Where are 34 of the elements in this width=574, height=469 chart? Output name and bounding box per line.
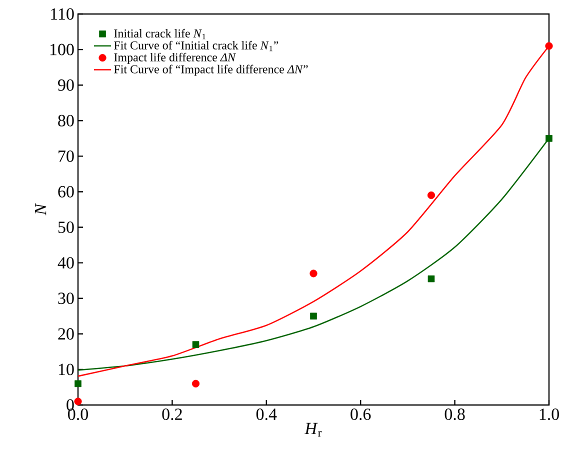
x-tick-label: 0.8: [444, 408, 465, 420]
y-tick-label: 10: [58, 364, 74, 376]
point: [428, 275, 435, 282]
legend-label: Fit Curve of “Initial crack life N$_{1}$”: [114, 40, 278, 52]
point: [310, 312, 317, 320]
point: [546, 135, 552, 142]
legend-label: Impact life difference ΔN: [114, 52, 236, 64]
legend-label: Fit Curve of “Impact life difference ΔN”: [114, 64, 308, 76]
point: [74, 380, 82, 388]
point: [74, 398, 82, 406]
y-tick-label: 60: [58, 186, 74, 198]
x-tick-label: 0.0: [68, 408, 88, 420]
x-tick-label: 1.0: [540, 408, 559, 420]
point: [545, 42, 553, 50]
y-tick-label: 40: [58, 257, 74, 269]
point: [192, 380, 200, 388]
y-tick-label: 90: [58, 79, 74, 91]
point: [192, 341, 200, 348]
x-tick-label: 0.4: [256, 408, 277, 420]
x-axis-title: H$_{r}$: [304, 422, 322, 437]
y-tick-label: 70: [58, 150, 74, 162]
point: [310, 270, 318, 278]
y-tick-label: 100: [50, 44, 74, 56]
y-tick-label: 20: [58, 328, 74, 340]
point: [427, 191, 436, 200]
y-tick-label: 30: [58, 292, 74, 304]
x-tick-label: 0.2: [162, 408, 182, 420]
y-tick-label: 0: [66, 399, 74, 411]
y-axis-title: N: [34, 203, 46, 216]
legend-label: Initial crack life N$_{1}$: [114, 28, 206, 40]
y-tick-label: 110: [51, 8, 74, 20]
x-tick-label: 0.6: [350, 408, 371, 420]
y-tick-label: 80: [58, 114, 74, 126]
y-tick-label: 50: [58, 222, 74, 234]
